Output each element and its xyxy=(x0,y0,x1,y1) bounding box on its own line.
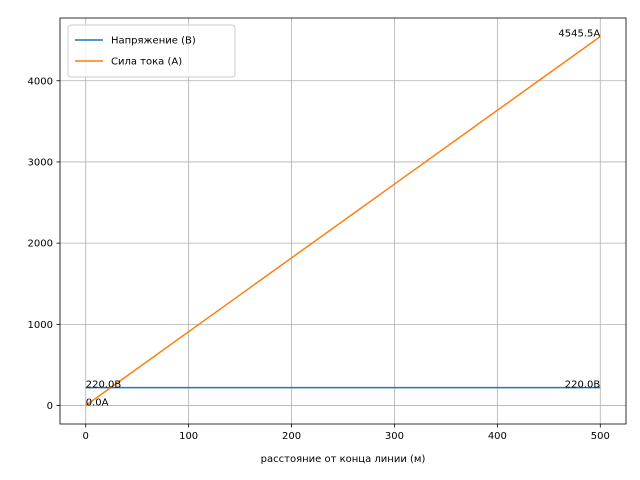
legend: Напряжение (В) Сила тока (А) xyxy=(67,24,236,78)
data-label: 220.0В xyxy=(565,380,601,391)
x-tick-label: 0 xyxy=(83,431,89,442)
x-tick-label: 500 xyxy=(591,431,610,442)
y-tick-label: 0 xyxy=(47,401,53,412)
data-label: 220.0В xyxy=(86,380,122,391)
grid xyxy=(60,18,626,424)
x-tick-label: 300 xyxy=(385,431,404,442)
y-tick-label: 4000 xyxy=(28,76,53,87)
series-lines xyxy=(85,35,601,407)
axis-ticks: 0 100 200 300 400 500 0 1000 2000 3000 4000 xyxy=(28,76,610,442)
y-tick-label: 1000 xyxy=(28,320,53,331)
y-tick-label: 3000 xyxy=(28,157,53,168)
y-tick-label: 2000 xyxy=(28,239,53,250)
legend-box xyxy=(67,24,236,78)
x-tick-label: 400 xyxy=(488,431,507,442)
data-labels: 220.0В 220.0В 0.0А 4545.5А xyxy=(86,28,601,408)
x-tick-label: 200 xyxy=(282,431,301,442)
x-tick-label: 100 xyxy=(179,431,198,442)
series-line-1 xyxy=(85,35,601,407)
legend-label-0: Напряжение (В) xyxy=(111,36,196,47)
plot-frame xyxy=(59,17,627,425)
x-axis-label: расстояние от конца линии (м) xyxy=(261,454,426,465)
legend-label-1: Сила тока (А) xyxy=(111,57,182,68)
data-label: 0.0А xyxy=(86,398,109,409)
data-label: 4545.5А xyxy=(558,28,600,39)
